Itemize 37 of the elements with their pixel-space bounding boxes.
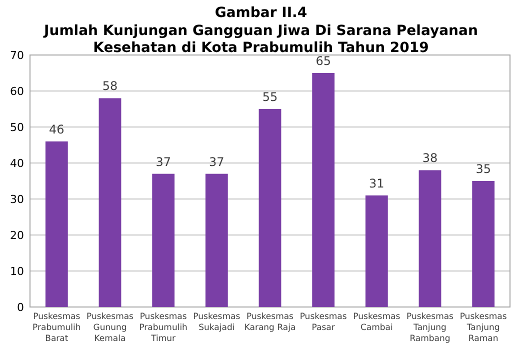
x-tick-label: Puskesmas Gunung Kemala [86, 312, 134, 344]
y-tick-label: 60 [10, 84, 24, 98]
x-tick-label: Puskesmas Cambai [353, 312, 401, 333]
x-tick-label: Puskesmas Prabumulih Timur [139, 312, 188, 344]
x-tick-label: Puskesmas Prabumulih Barat [32, 312, 81, 344]
y-tick-label: 20 [10, 228, 24, 242]
y-tick-label: 70 [10, 48, 24, 62]
x-tick-label: Puskesmas Tanjung Raman [460, 312, 508, 344]
data-label: 65 [316, 54, 331, 68]
y-tick-label: 0 [17, 300, 24, 314]
bar [312, 73, 335, 307]
data-label: 46 [49, 122, 64, 136]
data-label: 38 [422, 151, 438, 166]
bar [152, 174, 175, 307]
y-tick-label: 10 [10, 264, 24, 278]
bar [45, 141, 68, 307]
data-label: 35 [476, 162, 491, 176]
chart-title: Gambar II.4 [214, 5, 308, 21]
data-label: 58 [102, 79, 118, 94]
bar [472, 181, 495, 307]
bar [418, 170, 442, 307]
data-label: 37 [156, 154, 171, 169]
data-label: 31 [369, 176, 384, 190]
x-tick-label: Puskesmas Karang Raja [244, 312, 296, 333]
x-tick-label: Puskesmas Sukajadi [193, 312, 241, 333]
x-tick-label: Puskesmas Pasar [300, 312, 348, 333]
bar [258, 109, 282, 307]
y-tick-label: 40 [10, 156, 24, 170]
bar [98, 98, 122, 307]
y-tick-label: 30 [10, 192, 24, 206]
bar [205, 174, 228, 307]
data-label: 55 [262, 90, 278, 104]
x-tick-label: Puskesmas Tanjung Rambang [406, 312, 454, 344]
chart-subtitle: Jumlah Kunjungan Gangguan Jiwa Di Sarana Pelayanan Kesehatan di Kota Prabumulih Tahun 2019 [43, 23, 478, 56]
y-tick-label: 50 [10, 120, 24, 134]
bar [365, 195, 388, 307]
data-label: 37 [209, 154, 224, 169]
